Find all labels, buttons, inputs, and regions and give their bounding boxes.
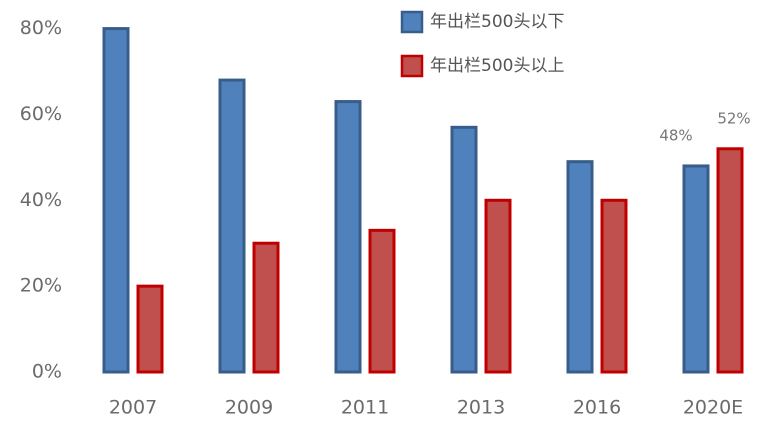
bar	[368, 228, 396, 374]
value-label: 52%	[717, 109, 750, 127]
bar	[450, 125, 478, 374]
legend-label: 年出栏500头以下	[430, 12, 564, 32]
x-tick-label: 2011	[341, 397, 389, 419]
bar	[484, 198, 512, 374]
x-tick-label: 2016	[573, 397, 621, 419]
y-tick-label: 80%	[20, 17, 62, 39]
x-tick-label: 2020E	[683, 397, 743, 419]
y-tick-label: 40%	[20, 189, 62, 211]
bar	[716, 147, 744, 374]
y-tick-label: 20%	[20, 275, 62, 297]
bar	[334, 100, 362, 374]
bar	[682, 164, 710, 374]
x-tick-label: 2007	[109, 397, 157, 419]
legend-swatch	[400, 54, 424, 78]
bar	[136, 284, 164, 374]
bar	[102, 27, 130, 374]
bar	[218, 78, 246, 374]
bar	[600, 198, 628, 374]
bar	[566, 160, 594, 374]
legend-swatch	[400, 10, 424, 34]
x-tick-label: 2013	[457, 397, 505, 419]
bar	[252, 241, 280, 374]
legend-label: 年出栏500头以上	[430, 56, 564, 76]
y-tick-label: 0%	[32, 361, 62, 383]
x-tick-label: 2009	[225, 397, 273, 419]
y-tick-label: 60%	[20, 103, 62, 125]
value-label: 48%	[659, 126, 692, 144]
